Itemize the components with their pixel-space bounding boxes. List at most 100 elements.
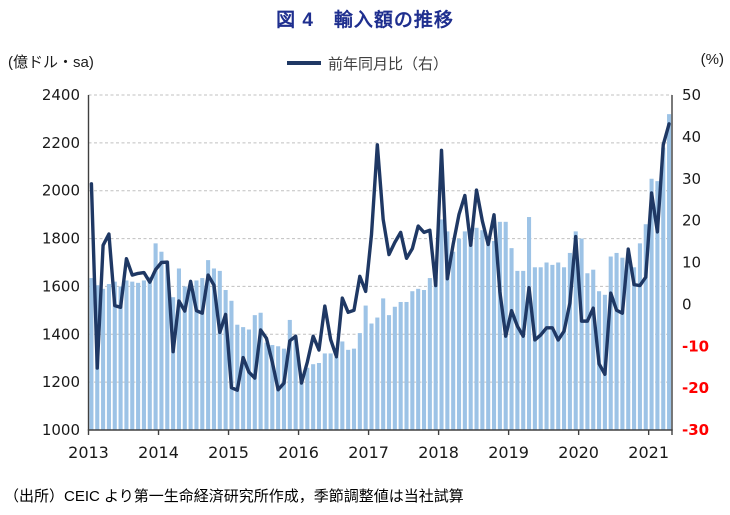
svg-text:2400: 2400 (42, 86, 80, 104)
bar (287, 319, 292, 430)
bar (188, 287, 193, 431)
bar (456, 238, 462, 430)
bar (159, 251, 164, 430)
bar (106, 284, 111, 430)
bar (281, 348, 287, 430)
bar (176, 268, 181, 430)
svg-text:1000: 1000 (42, 421, 80, 439)
bar (667, 114, 672, 430)
bar (182, 286, 187, 430)
x-axis-year-labels: 2013 2014 2015 2016 2017 2018 2019 2020 2021 (68, 443, 669, 462)
bar (439, 219, 444, 430)
svg-text:2017: 2017 (348, 443, 389, 462)
svg-text:2018: 2018 (418, 443, 459, 462)
bar (235, 324, 240, 430)
bar (491, 240, 497, 430)
bar (509, 248, 514, 430)
bar (311, 364, 316, 430)
bar (118, 286, 123, 430)
bar (462, 231, 467, 430)
bar (550, 264, 555, 430)
bar (404, 301, 409, 430)
bar (544, 262, 549, 430)
bar (538, 267, 543, 430)
svg-text:40: 40 (682, 128, 701, 146)
left-axis-unit-label: (億ドル・sa) (8, 54, 94, 71)
bar (211, 268, 216, 430)
bar (608, 256, 613, 430)
svg-text:2200: 2200 (42, 134, 80, 152)
axes (87, 95, 673, 435)
svg-text:-30: -30 (682, 421, 709, 439)
bar (433, 276, 438, 430)
svg-text:1600: 1600 (42, 277, 80, 295)
svg-text:1800: 1800 (42, 230, 80, 248)
bar (357, 333, 362, 430)
bar (474, 227, 479, 430)
bar (217, 270, 222, 431)
bar (101, 288, 106, 430)
bar (165, 261, 170, 430)
bar (480, 230, 485, 430)
bar (130, 281, 135, 430)
bar (632, 267, 637, 430)
bar (258, 312, 263, 430)
bar (649, 178, 654, 430)
yoy-line (89, 122, 671, 392)
bar (468, 227, 473, 430)
bar (562, 267, 567, 430)
svg-text:2015: 2015 (208, 443, 249, 462)
right-axis-tick-labels: -30 -20 -10 0 10 20 30 40 50 (682, 86, 709, 439)
bar (112, 281, 117, 430)
svg-text:2019: 2019 (488, 443, 529, 462)
bar (136, 282, 141, 430)
line-series-swatch-icon (287, 61, 321, 65)
svg-text:2013: 2013 (68, 443, 109, 462)
right-axis-unit-label: (%) (700, 51, 724, 68)
left-axis-tick-labels: 1000 1200 1400 1600 1800 2000 2200 2400 (42, 86, 80, 439)
bar (264, 342, 269, 430)
bar (451, 251, 456, 430)
bar (200, 278, 205, 430)
chart-title: 図 4 輸入額の推移 (276, 10, 454, 31)
svg-text:1400: 1400 (42, 325, 80, 343)
bar (486, 240, 491, 430)
bar (497, 221, 502, 430)
bar (299, 374, 304, 430)
bar (241, 327, 246, 430)
bar (147, 276, 152, 430)
bar (381, 298, 386, 430)
bar (351, 348, 357, 430)
bar (427, 278, 432, 430)
bar (141, 280, 146, 430)
svg-text:1200: 1200 (42, 373, 80, 391)
svg-text:-10: -10 (682, 337, 709, 355)
bar (270, 345, 275, 430)
svg-text:20: 20 (682, 212, 701, 230)
import-value-bars (89, 114, 672, 431)
bar (124, 280, 129, 430)
import-chart-plot: 1000 1200 1400 1600 1800 2000 2200 2400 -30 -20 -1… (42, 86, 709, 462)
bar (643, 224, 648, 430)
bar (194, 280, 199, 430)
bar (416, 288, 421, 430)
bar (579, 238, 584, 430)
bar (386, 315, 392, 430)
bar (585, 273, 590, 430)
svg-text:0: 0 (682, 295, 692, 313)
bar (206, 260, 211, 430)
bar (445, 231, 450, 430)
bar (340, 341, 345, 430)
bar (655, 181, 660, 430)
bar (293, 336, 298, 430)
bar (171, 297, 176, 430)
bar (369, 323, 374, 430)
bar (328, 353, 333, 430)
bar (421, 290, 427, 430)
svg-text:50: 50 (682, 86, 701, 104)
svg-text:-20: -20 (682, 379, 709, 397)
legend: 前年同月比（右） (287, 53, 448, 73)
bar (637, 243, 642, 430)
bar (305, 367, 310, 430)
bar (89, 278, 94, 430)
